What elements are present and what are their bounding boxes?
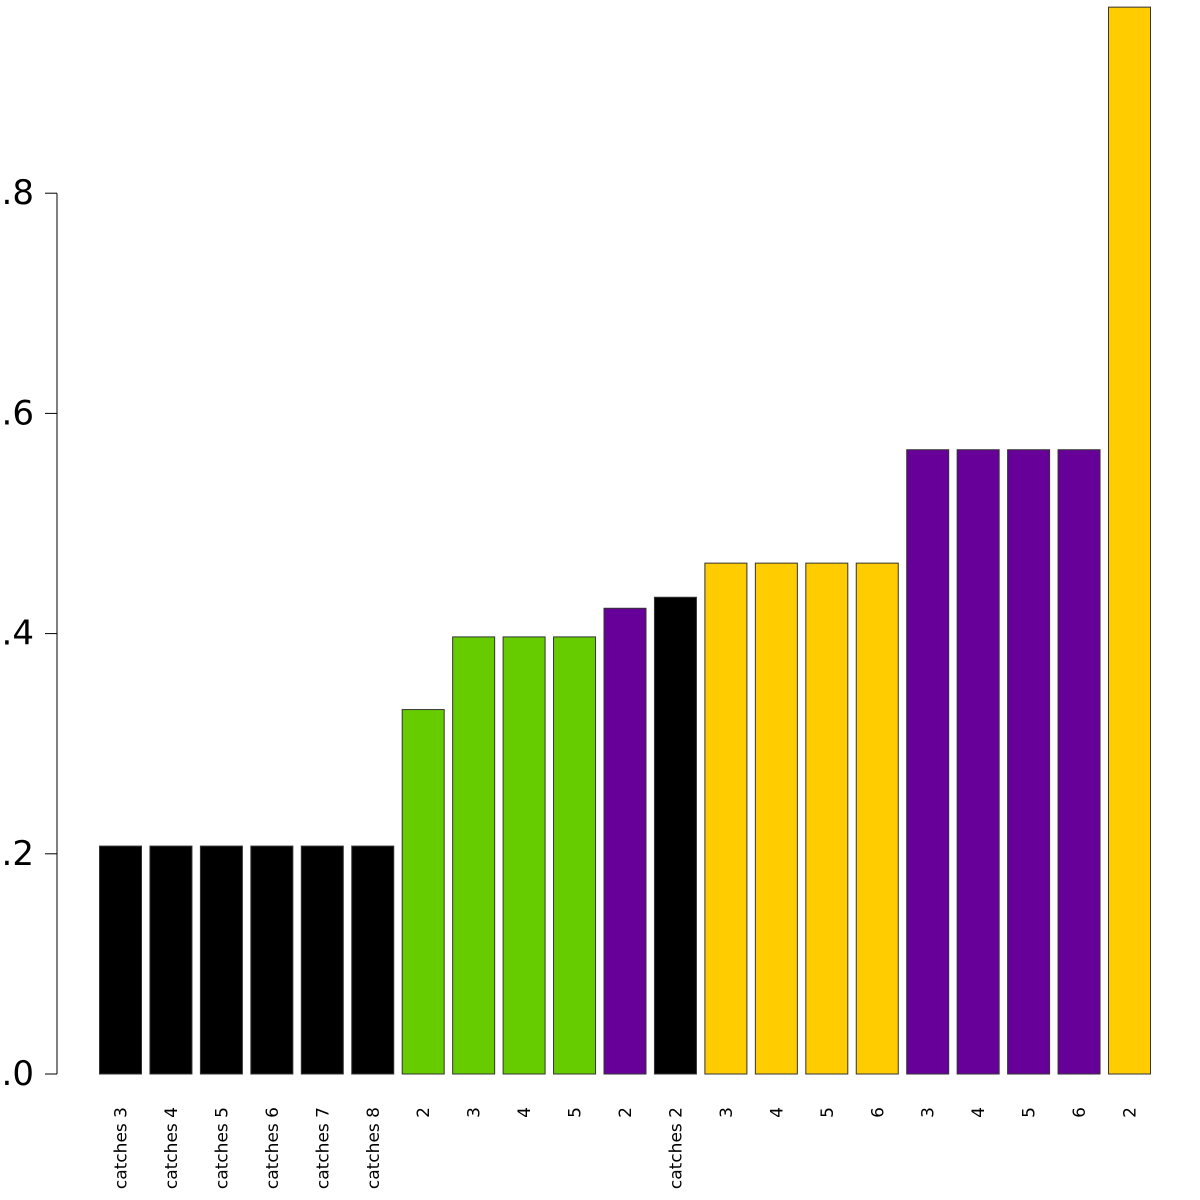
bar bbox=[250, 845, 294, 1075]
bar bbox=[401, 709, 445, 1075]
y-tick-label: 0.8 bbox=[0, 173, 34, 213]
y-axis: 0.0 0.2 0.4 0.6 0.8 bbox=[0, 173, 58, 1094]
x-tick-label: 2 bbox=[616, 1107, 636, 1118]
x-tick-label: 5 bbox=[1020, 1107, 1040, 1118]
y-tick-label: 0.4 bbox=[0, 614, 34, 654]
x-tick-label: catches 3 bbox=[112, 1107, 132, 1189]
bar bbox=[553, 636, 597, 1075]
bar bbox=[855, 562, 899, 1075]
x-tick-label: 3 bbox=[465, 1107, 485, 1118]
bar bbox=[452, 636, 496, 1075]
x-tick-label: 3 bbox=[717, 1107, 737, 1118]
bar bbox=[149, 845, 193, 1075]
bar bbox=[754, 562, 798, 1075]
bar bbox=[653, 596, 697, 1075]
bar bbox=[1057, 449, 1101, 1075]
y-tick-label: 0.2 bbox=[0, 834, 34, 874]
bar bbox=[199, 845, 243, 1075]
bars bbox=[99, 6, 1151, 1075]
y-tick-label: 0.0 bbox=[0, 1054, 34, 1094]
x-tick-label: 6 bbox=[868, 1107, 888, 1118]
bar bbox=[956, 449, 1000, 1075]
bar bbox=[351, 845, 395, 1075]
bar bbox=[704, 562, 748, 1075]
bar bbox=[99, 845, 142, 1075]
y-tick-label: 0.6 bbox=[0, 393, 34, 433]
x-tick-label: 3 bbox=[919, 1107, 939, 1118]
x-tick-label: catches 4 bbox=[162, 1107, 182, 1189]
bar bbox=[603, 607, 647, 1075]
x-tick-labels: catches 3 catches 4 catches 5 catches 6 catc… bbox=[112, 1107, 1141, 1189]
x-tick-label: 5 bbox=[818, 1107, 838, 1118]
bar bbox=[906, 449, 950, 1075]
bar bbox=[1007, 449, 1051, 1075]
x-tick-label: 4 bbox=[969, 1107, 989, 1118]
x-tick-label: 5 bbox=[566, 1107, 586, 1118]
x-tick-label: catches 2 bbox=[666, 1107, 686, 1189]
bar bbox=[300, 845, 344, 1075]
x-tick-label: catches 7 bbox=[313, 1107, 333, 1189]
x-tick-label: 4 bbox=[767, 1107, 787, 1118]
x-tick-label: catches 5 bbox=[212, 1107, 232, 1189]
x-tick-label: 4 bbox=[515, 1107, 535, 1118]
x-tick-label: catches 6 bbox=[263, 1107, 283, 1189]
bar bbox=[1108, 6, 1151, 1075]
bar bbox=[502, 636, 546, 1075]
x-tick-label: 2 bbox=[414, 1107, 434, 1118]
x-tick-label: 2 bbox=[1121, 1107, 1141, 1118]
x-tick-label: catches 8 bbox=[364, 1107, 384, 1189]
bar bbox=[805, 562, 849, 1075]
x-tick-label: 6 bbox=[1070, 1107, 1090, 1118]
